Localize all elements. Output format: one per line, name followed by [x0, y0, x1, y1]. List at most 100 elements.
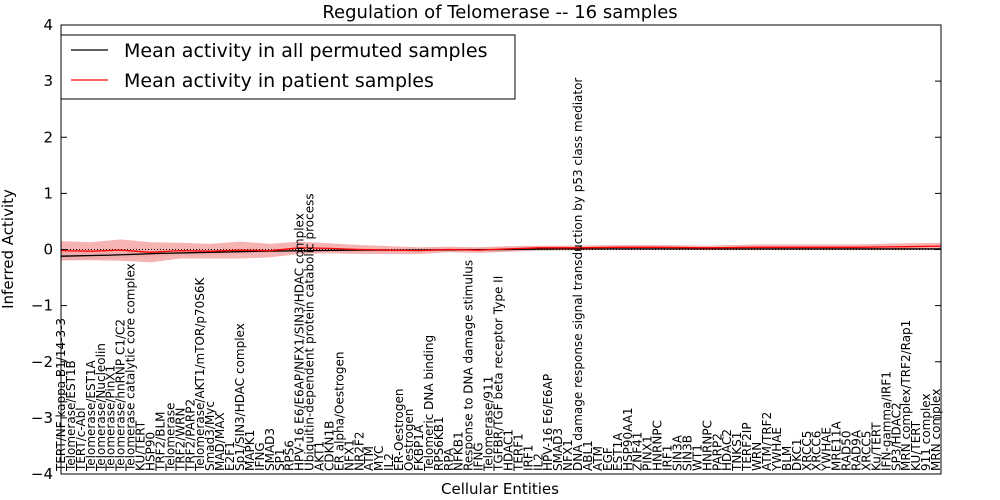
y-tick-label: −4	[31, 465, 53, 483]
entity-label: WRN	[750, 442, 764, 471]
entity-label: YWHAE	[770, 427, 784, 472]
entity-label: SP3/HDAC2	[889, 402, 903, 471]
entity-label: XRCC5	[800, 431, 814, 471]
entity-label: HNRNPC	[700, 420, 714, 471]
entity-label: ABL1	[581, 440, 595, 471]
entity-label: Telomerase/911	[482, 376, 496, 472]
entity-label: TERT/c-Abl	[74, 407, 88, 472]
entity-label: MRN complex/TRF2/Rap1	[899, 320, 913, 471]
entity-label: RAD9A	[850, 429, 864, 471]
entity-label: DNA damage response signal transduction …	[571, 78, 585, 471]
entity-label: KU/TERT	[134, 420, 148, 471]
entity-label: IRF1	[521, 445, 535, 471]
entity-label: Ubiquitin-dependent protein catabolic pr…	[303, 193, 317, 471]
entity-label: ZNF41	[631, 432, 645, 471]
y-tick-label: −1	[31, 297, 53, 315]
entity-label: SMAD3	[551, 428, 565, 471]
entity-label: TRF2/PARP2	[183, 399, 197, 472]
entity-label: Telomerase/EST1A	[84, 359, 98, 472]
entity-label: TERF2IP	[740, 422, 754, 472]
entity-label: HSP90	[144, 432, 158, 471]
y-tick-label: 2	[43, 128, 53, 146]
entity-label: Telomerase/PinX1	[104, 365, 118, 472]
entity-label: NR2F2	[352, 432, 366, 472]
entity-label: EST1A	[611, 432, 625, 471]
y-tick-label: 3	[43, 72, 53, 90]
entity-label: XRCC6	[810, 431, 824, 471]
y-tick-label: −2	[31, 353, 53, 371]
y-axis-title: Inferred Activity	[0, 189, 17, 309]
entity-label: TRF2/WRN	[173, 408, 187, 472]
entity-label: Smad3/Myc	[203, 401, 217, 471]
legend-entry-permuted: Mean activity in all permuted samples	[124, 40, 487, 62]
entity-label: CDKN1B	[323, 421, 337, 471]
entity-label: RPS6KB1	[432, 416, 446, 471]
entity-label: FKBP1A	[412, 424, 426, 471]
legend-entry-patient: Mean activity in patient samples	[124, 70, 434, 92]
entity-label: TNKS1	[730, 432, 744, 472]
entity-label: KU/TERT	[909, 420, 923, 471]
entity-label: YWHAE	[820, 427, 834, 472]
entity-label: MAD/MAX	[213, 412, 227, 471]
entity-label: MRE11A	[830, 420, 844, 471]
entity-label: Telomerase/Nucleolin	[94, 343, 108, 472]
entity-label: MYC	[372, 446, 386, 471]
entity-label: HPV-16 E6/E6AP	[541, 374, 555, 471]
entity-label: BLM	[780, 446, 794, 471]
entity-label: RPS6	[283, 440, 297, 471]
chart-title: Regulation of Telomerase -- 16 samples	[322, 2, 677, 23]
entity-label: PINX1	[641, 435, 655, 471]
entity-label: IL2	[531, 453, 545, 471]
entity-label: TRF2/BLM	[153, 411, 167, 472]
entity-label: HNRNPC	[651, 420, 665, 471]
series-1-line	[60, 245, 942, 253]
entity-label: SIN3B	[680, 435, 694, 471]
series-1-band	[61, 239, 941, 263]
entity-label: AKT1	[313, 441, 327, 471]
entity-label: IL2	[382, 453, 396, 471]
entity-label: IFNG	[253, 442, 267, 471]
x-axis-title: Cellular Entities	[441, 480, 559, 498]
entity-label: Telomerase	[163, 403, 177, 472]
entity-label: 911 complex	[919, 393, 933, 471]
entity-label: IFN-gamma/IRF1	[879, 371, 893, 471]
entity-label: HDAC1	[502, 429, 516, 471]
entity-label: SMAD3	[263, 428, 277, 471]
entity-label: Telomerase catalytic core complex	[124, 263, 138, 472]
y-tick-label: −3	[31, 409, 53, 427]
entity-label: Telomeric DNA binding	[422, 335, 436, 472]
entity-label: ER-Oestrogen	[392, 389, 406, 472]
entity-label: NFX1	[561, 439, 575, 471]
plot-area: TERT/NF kappa B1/14-3-3Telomerase/EST1BT…	[31, 16, 943, 483]
entity-label: HDAC2	[720, 429, 734, 471]
entity-label: MAPK1	[243, 430, 257, 471]
entity-label: NFX1	[342, 439, 356, 471]
entity-label: Oestrogen	[402, 409, 416, 471]
entity-label: SIN3A	[671, 434, 685, 471]
entity-label: E2F1	[223, 441, 237, 471]
entity-label: RPA	[442, 447, 456, 471]
legend-box	[60, 34, 516, 100]
entity-label: Sp1/SIN3/HDAC complex	[233, 323, 247, 471]
y-tick-label: 1	[43, 184, 53, 202]
entity-label: Response to DNA damage stimulus	[462, 260, 476, 471]
entity-label: ER alpha/Oestrogen	[332, 352, 346, 471]
entity-label: IRF1	[661, 445, 675, 471]
entity-label: HSP90AA1	[621, 407, 635, 471]
entity-label: MRN complex	[929, 389, 943, 471]
entity-label: NFKB1	[452, 431, 466, 471]
y-tick-label: 0	[43, 241, 53, 259]
entity-label: WT1	[690, 444, 704, 471]
entity-label: SP1	[273, 449, 287, 472]
entity-label: TGFBR/TGF beta receptor Type II	[492, 276, 506, 472]
entity-label: IFNG	[472, 442, 486, 471]
entity-label: Telomerase/AKT1/mTOR/p70S6K	[193, 276, 207, 472]
entity-label: ATM	[362, 446, 376, 471]
entity-label: Telomerase/EST1B	[64, 360, 78, 472]
entity-label: Telomerase/hnRNP C1/C2	[114, 319, 128, 472]
entity-label: RAD50	[840, 430, 854, 471]
entity-label: HPV-16 E6/E6AP/NFX1/SIN3/HDAC complex	[293, 213, 307, 471]
entity-label: ATM/TRF2	[760, 412, 774, 471]
entity-label: XRCC5	[859, 431, 873, 471]
